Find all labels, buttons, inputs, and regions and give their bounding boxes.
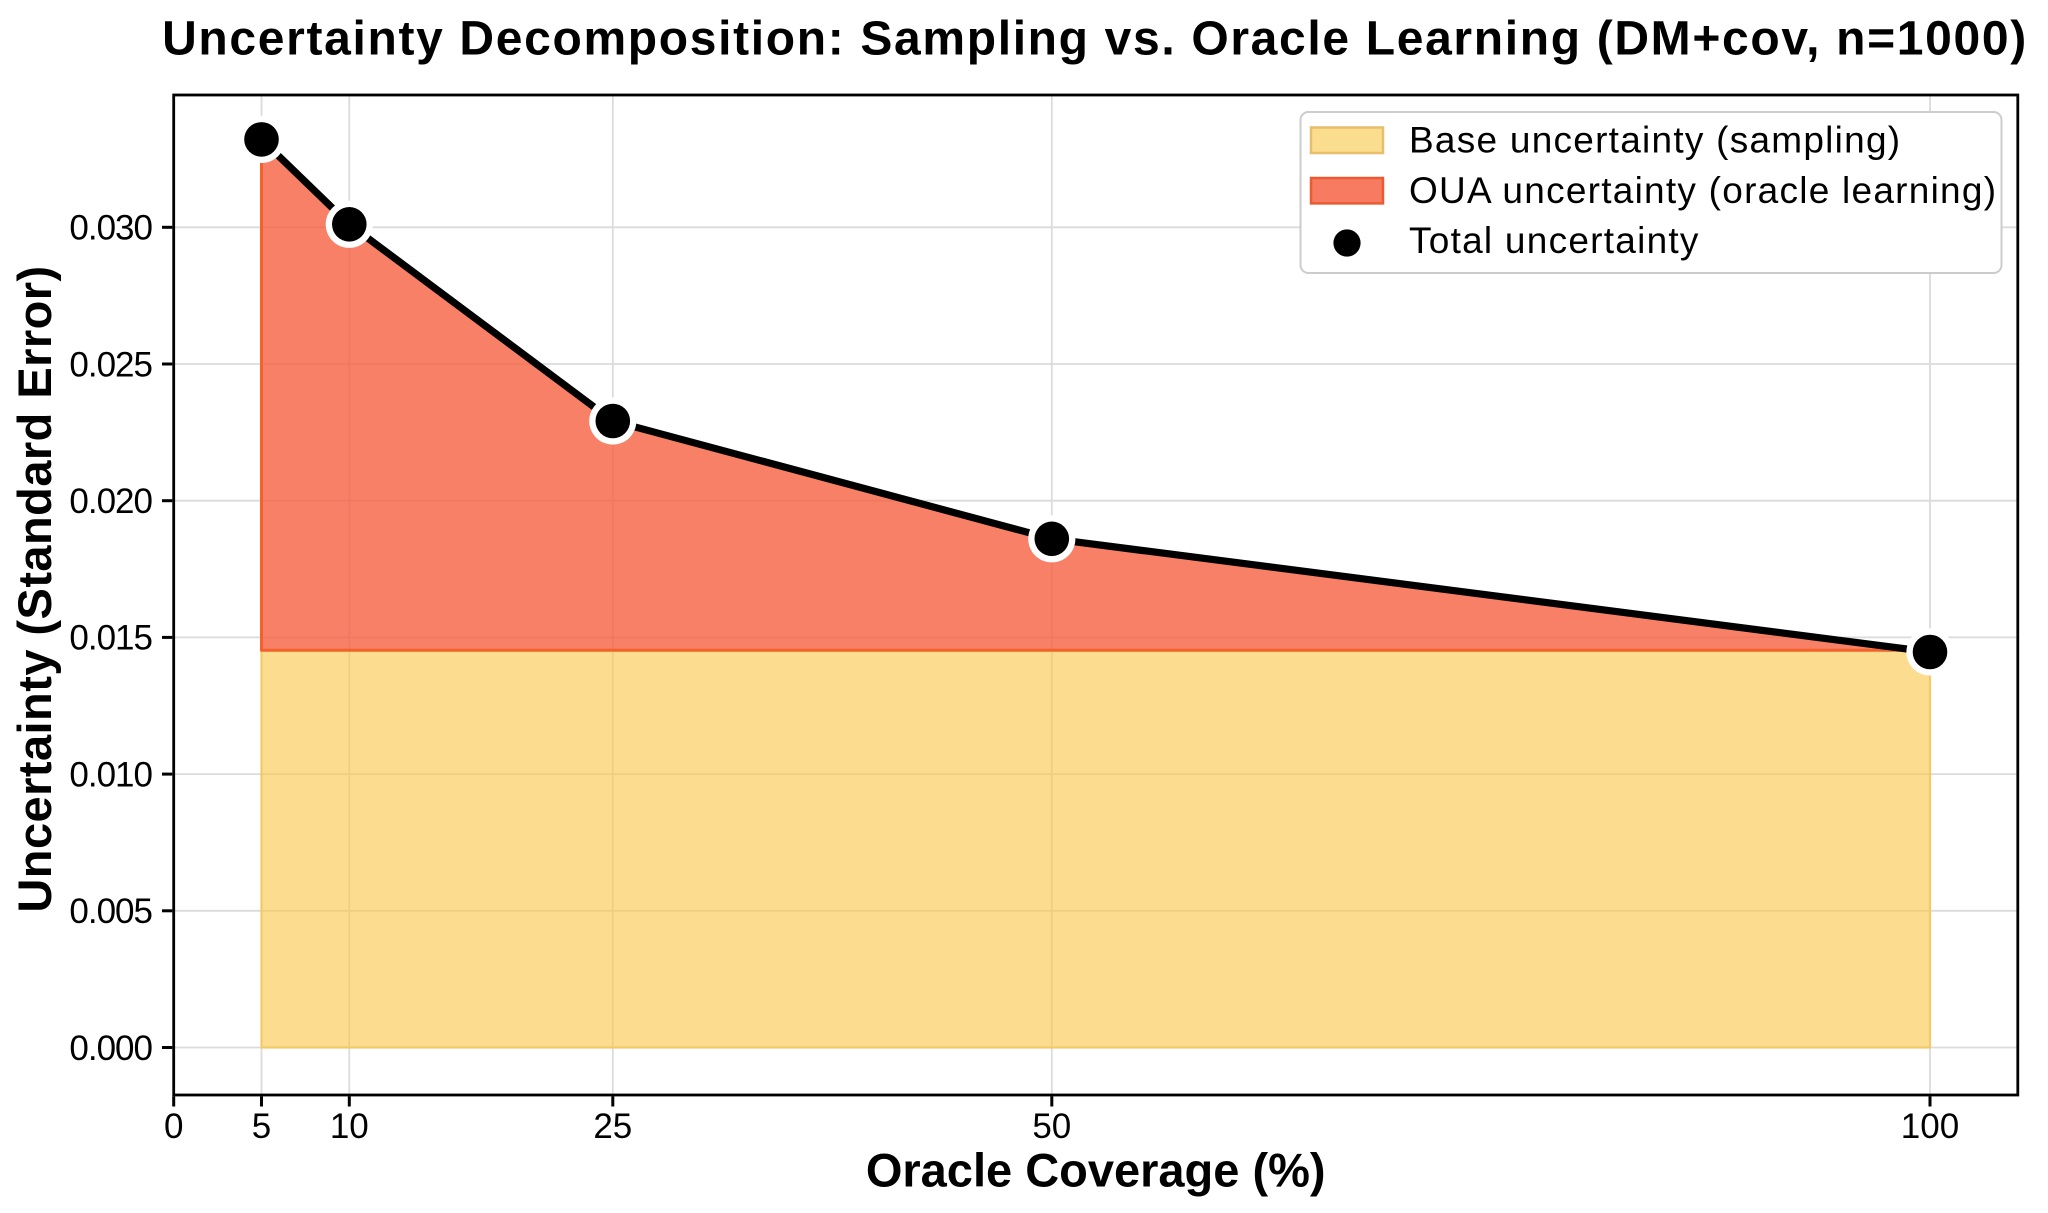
svg-text:0.010: 0.010: [69, 755, 152, 794]
svg-text:10: 10: [330, 1107, 369, 1146]
svg-text:0.015: 0.015: [69, 619, 152, 658]
svg-text:0.025: 0.025: [69, 345, 152, 384]
svg-text:5: 5: [252, 1107, 271, 1146]
svg-text:25: 25: [593, 1107, 632, 1146]
svg-text:100: 100: [1901, 1107, 1959, 1146]
svg-text:0.020: 0.020: [69, 482, 152, 521]
svg-text:50: 50: [1032, 1107, 1071, 1146]
svg-text:0.030: 0.030: [69, 209, 152, 248]
svg-text:0.005: 0.005: [69, 892, 152, 931]
svg-text:Base uncertainty (sampling): Base uncertainty (sampling): [1409, 120, 1901, 161]
svg-text:Uncertainty Decomposition: Sam: Uncertainty Decomposition: Sampling vs. …: [162, 12, 2028, 65]
svg-text:Uncertainty (Standard Error): Uncertainty (Standard Error): [8, 265, 61, 912]
svg-text:OUA uncertainty (oracle learni: OUA uncertainty (oracle learning): [1409, 170, 1997, 211]
svg-text:0.000: 0.000: [69, 1029, 152, 1068]
svg-text:0: 0: [164, 1107, 183, 1146]
svg-text:Oracle Coverage (%): Oracle Coverage (%): [866, 1143, 1326, 1196]
svg-text:Total uncertainty: Total uncertainty: [1409, 220, 1700, 261]
